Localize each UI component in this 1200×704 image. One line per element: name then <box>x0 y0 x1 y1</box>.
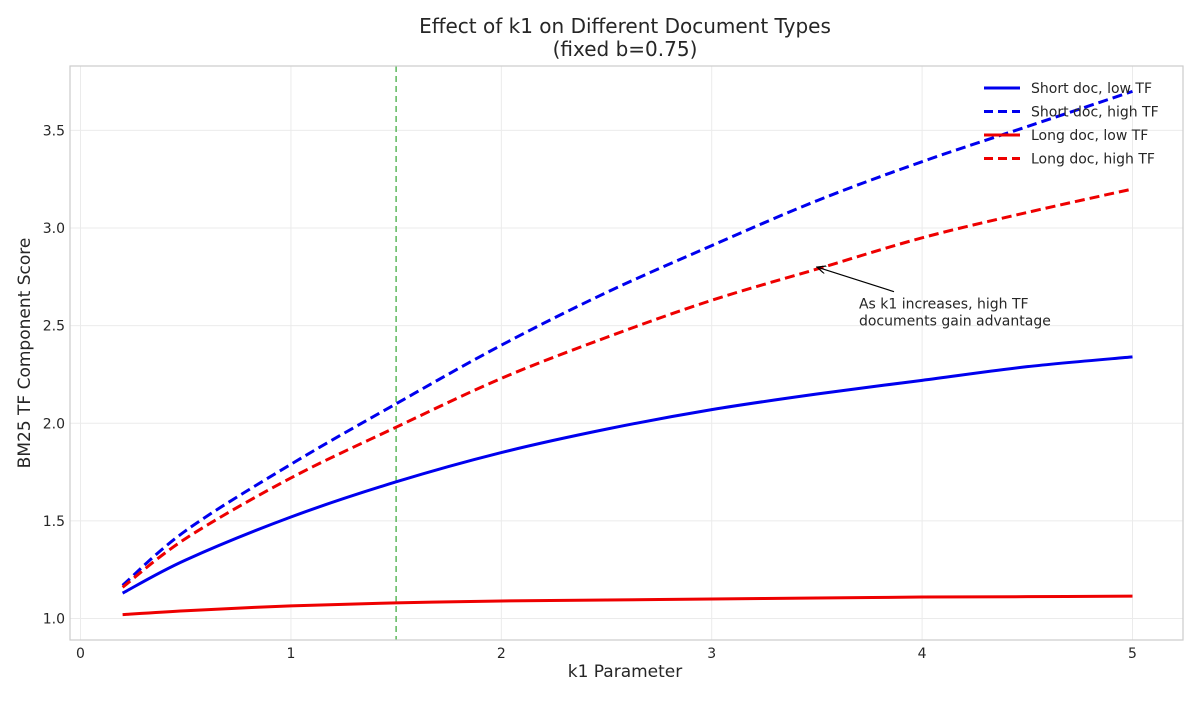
annotation-text-line2: documents gain advantage <box>859 314 1051 330</box>
legend: Short doc, low TF Short doc, high TF Long … <box>984 81 1159 168</box>
legend-label-1: Short doc, low TF <box>1031 81 1152 97</box>
y-tick-label: 2.0 <box>43 416 65 432</box>
y-axis-label: BM25 TF Component Score <box>15 238 35 469</box>
chart-subtitle: (fixed b=0.75) <box>553 37 698 61</box>
plot-frame <box>69 65 1184 641</box>
x-tick-label: 4 <box>918 646 927 662</box>
grid <box>70 66 1183 640</box>
x-tick-label: 1 <box>286 646 295 662</box>
series-line-3 <box>122 594 1133 617</box>
y-tick-label: 1.0 <box>43 612 65 628</box>
annotation-arrow <box>817 267 895 293</box>
series-group <box>121 89 1133 617</box>
x-tick-labels: 0 1 2 3 4 5 <box>76 646 1137 662</box>
legend-label-4: Long doc, high TF <box>1031 152 1155 168</box>
annotation: As k1 increases, high TF documents gain … <box>817 267 1051 330</box>
series-line-1 <box>121 355 1133 595</box>
y-tick-label: 1.5 <box>43 514 65 530</box>
y-tick-labels: 1.0 1.5 2.0 2.5 3.0 3.5 <box>43 123 65 627</box>
legend-label-2: Short doc, high TF <box>1031 105 1159 121</box>
x-tick-label: 3 <box>707 646 716 662</box>
x-axis-label: k1 Parameter <box>568 662 683 682</box>
y-tick-label: 3.5 <box>43 123 65 139</box>
x-tick-label: 2 <box>497 646 506 662</box>
legend-label-3: Long doc, low TF <box>1031 128 1148 144</box>
chart-title: Effect of k1 on Different Document Types <box>419 14 831 38</box>
x-tick-label: 0 <box>76 646 85 662</box>
y-tick-label: 3.0 <box>43 221 65 237</box>
series-line-2 <box>121 89 1133 587</box>
x-tick-label: 5 <box>1128 646 1137 662</box>
y-tick-label: 2.5 <box>43 319 65 335</box>
annotation-text-line1: As k1 increases, high TF <box>859 297 1029 313</box>
series-line-4 <box>121 187 1133 589</box>
